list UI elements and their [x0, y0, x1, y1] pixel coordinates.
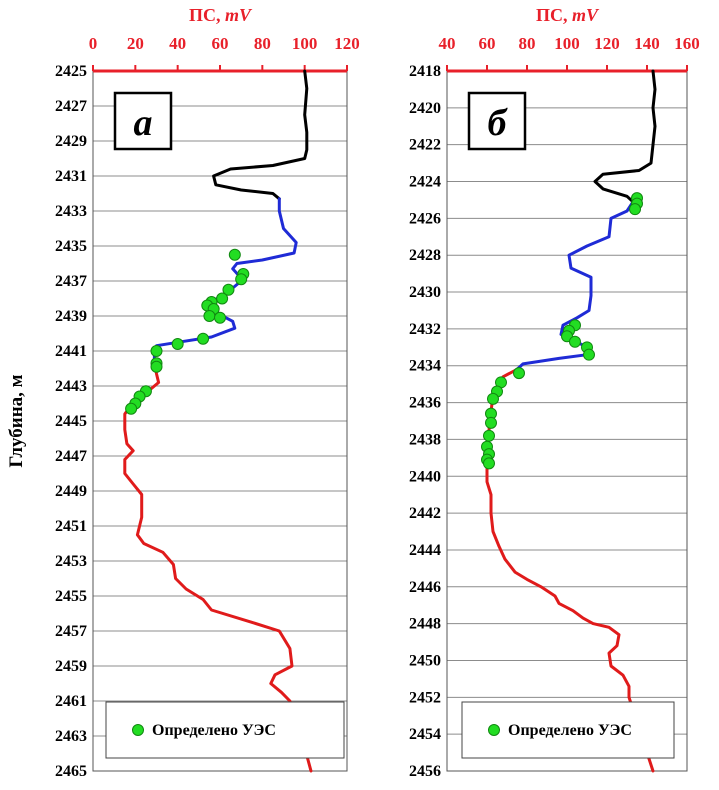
data-point-marker	[629, 203, 641, 216]
x-axis-title-main: ПС,	[189, 5, 225, 25]
series-line-black	[593, 69, 657, 204]
y-tick-label: 2446	[409, 579, 441, 596]
y-axis-label: Глубина, м	[6, 374, 27, 467]
x-tick-label: 40	[169, 34, 186, 53]
y-tick-label: 2450	[409, 652, 441, 669]
data-point-marker	[485, 416, 497, 429]
y-tick-label: 2422	[409, 137, 441, 154]
y-tick-label: 2435	[55, 238, 87, 255]
y-tick-label: 2442	[409, 505, 441, 522]
x-axis-title-unit: mV	[572, 5, 600, 25]
x-tick-label: 120	[594, 34, 620, 53]
x-axis-title-main: ПС,	[536, 5, 572, 25]
panel-a: 2425 2427 2429 2431 2433 2435 2437 2439 2441 2443…	[55, 5, 360, 780]
y-tick-label: 2448	[409, 616, 441, 633]
y-tick-label: 2430	[409, 284, 441, 301]
y-tick-label: 2465	[55, 763, 87, 780]
x-tick-label: 160	[674, 34, 700, 53]
data-point-marker	[125, 402, 138, 415]
data-point-marker	[487, 392, 499, 405]
x-tick-label: 140	[634, 34, 660, 53]
y-tick-label: 2427	[55, 98, 87, 115]
data-point-marker	[150, 345, 163, 357]
x-axis-title: ПС, mV	[536, 5, 600, 25]
y-tick-label: 2459	[55, 658, 87, 675]
data-point-marker	[214, 311, 226, 324]
y-tick-label: 2463	[55, 728, 87, 745]
y-tick-label: 2439	[55, 308, 87, 325]
y-tick-label: 2447	[55, 448, 87, 465]
y-tick-label: 2431	[55, 168, 87, 185]
x-axis-title-unit: mV	[225, 5, 253, 25]
y-tick-label: 2432	[409, 321, 441, 338]
x-tick-label: 40	[439, 34, 456, 53]
y-tick-label: 2429	[55, 133, 87, 150]
y-tick-label: 2444	[409, 542, 441, 559]
x-tick-label: 20	[127, 34, 144, 53]
legend-label: Определено УЭС	[152, 722, 276, 739]
data-point-marker	[197, 332, 210, 345]
x-tick-label: 0	[89, 34, 98, 53]
y-tick-label: 2438	[409, 431, 441, 448]
y-tick-label: 2454	[409, 726, 441, 743]
x-tick-label: 80	[519, 34, 536, 53]
data-point-marker	[228, 248, 241, 261]
x-tick-label: 100	[554, 34, 580, 53]
legend-box	[105, 701, 345, 759]
data-point-marker	[222, 283, 235, 296]
y-tick-label: 2453	[55, 553, 87, 570]
legend-marker	[488, 724, 500, 736]
y-tick-label: 2449	[55, 483, 87, 500]
y-tick-label: 2425	[55, 63, 87, 80]
x-axis-title: ПС, mV	[189, 5, 253, 25]
panel-label-box	[467, 91, 527, 151]
y-tick-label: 2436	[409, 395, 441, 412]
panel-b: 2418 2420 2422 2424 2426 2428 2430 2432 2434 2436…	[409, 5, 700, 780]
x-tick-label: 120	[334, 34, 360, 53]
legend-marker	[132, 724, 144, 736]
y-tick-label: 2420	[409, 100, 441, 117]
x-tick-label: 60	[479, 34, 496, 53]
data-point-marker	[203, 310, 216, 322]
data-point-marker	[483, 429, 495, 442]
x-tick-label: 100	[292, 34, 318, 53]
x-tick-label: 80	[254, 34, 271, 53]
data-point-marker	[235, 273, 248, 286]
y-tick-label: 2443	[55, 378, 87, 395]
y-tick-label: 2451	[55, 518, 87, 535]
y-tick-label: 2441	[55, 343, 87, 360]
y-tick-label: 2433	[55, 203, 87, 220]
y-tick-label: 2426	[409, 210, 441, 227]
data-point-marker	[150, 360, 163, 373]
data-point-marker	[513, 367, 525, 380]
panel-label: б	[488, 102, 509, 144]
panel-label: а	[134, 102, 153, 144]
y-tick-label: 2461	[55, 693, 87, 710]
series-line-blue	[152, 197, 298, 363]
y-tick-label: 2440	[409, 468, 441, 485]
y-tick-label: 2428	[409, 247, 441, 264]
y-tick-label: 2434	[409, 358, 441, 375]
y-tick-label: 2445	[55, 413, 87, 430]
y-tick-label: 2452	[409, 689, 441, 706]
x-tick-label: 60	[212, 34, 229, 53]
series-line-black	[212, 69, 309, 201]
legend-label: Определено УЭС	[508, 722, 632, 739]
panel-label-box	[113, 91, 173, 151]
data-point-marker	[216, 292, 229, 305]
y-tick-label: 2457	[55, 623, 87, 640]
y-tick-label: 2424	[409, 174, 441, 191]
plot-frame	[446, 70, 688, 772]
data-point-marker	[483, 457, 495, 470]
data-point-marker	[569, 335, 581, 348]
data-point-marker	[171, 338, 184, 350]
data-point-marker	[583, 348, 595, 361]
y-tick-label: 2456	[409, 763, 441, 780]
y-tick-label: 2418	[409, 63, 441, 80]
y-tick-label: 2455	[55, 588, 87, 605]
y-tick-label: 2437	[55, 273, 87, 290]
